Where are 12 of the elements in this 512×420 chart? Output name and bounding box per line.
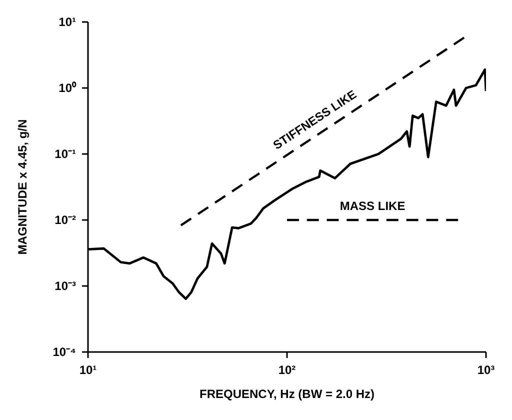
y-tick-label: 10⁻² bbox=[54, 213, 76, 227]
y-axis-title: MAGNITUDE x 4.45, g/N bbox=[15, 119, 30, 255]
x-tick-label: 10³ bbox=[477, 363, 495, 377]
x-tick-label: 10¹ bbox=[79, 363, 97, 377]
x-tick-label: 10² bbox=[278, 363, 296, 377]
y-tick-label: 10⁻¹ bbox=[54, 147, 76, 161]
series-label: MASS LIKE bbox=[340, 199, 406, 213]
y-tick-label: 10⁻³ bbox=[54, 279, 76, 293]
y-tick-label: 10⁻⁴ bbox=[52, 345, 76, 359]
y-tick-label: 10¹ bbox=[58, 15, 76, 29]
x-axis-title: FREQUENCY, Hz (BW = 2.0 Hz) bbox=[199, 387, 375, 401]
y-tick-label: 10⁰ bbox=[58, 81, 77, 95]
